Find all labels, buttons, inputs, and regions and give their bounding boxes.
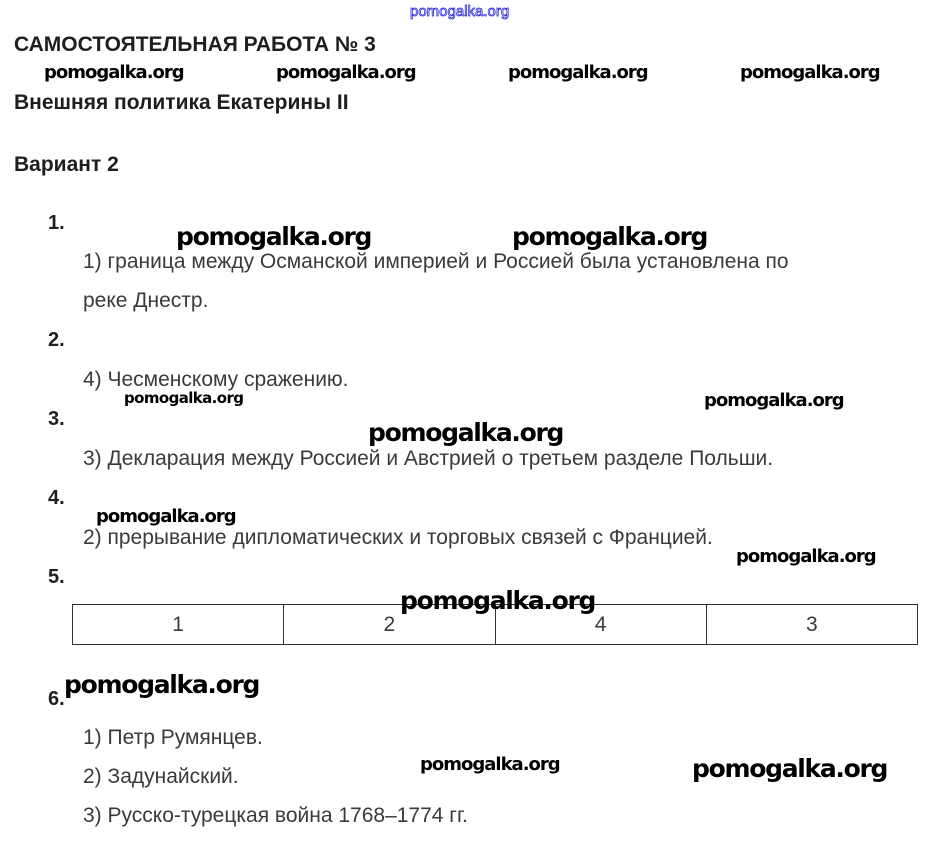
watermark: pomogalka.org xyxy=(740,62,881,83)
answer-line: 1) Петр Румянцев. xyxy=(83,726,263,749)
watermark: pomogalka.org xyxy=(512,222,708,251)
answer-table: 1 2 4 3 xyxy=(71,604,919,645)
answer-line: 4) Чесменскому сражению. xyxy=(83,368,349,391)
table-cell: 1 xyxy=(71,604,285,645)
question-number: 4. xyxy=(48,487,65,509)
question-number: 1. xyxy=(48,212,65,234)
page-subtitle: Внешняя политика Екатерины II xyxy=(14,91,349,114)
variant-label: Вариант 2 xyxy=(14,153,119,176)
watermark: pomogalka.org xyxy=(176,222,372,251)
answer-line: 3) Декларация между Россией и Австрией о… xyxy=(83,447,774,470)
watermark: pomogalka.org xyxy=(508,62,649,83)
question-number: 3. xyxy=(48,408,65,430)
watermark: pomogalka.org xyxy=(400,586,596,615)
watermark: pomogalka.org xyxy=(276,62,417,83)
watermark: pomogalka.org xyxy=(44,62,185,83)
page-title: САМОСТОЯТЕЛЬНАЯ РАБОТА № 3 xyxy=(14,33,376,56)
question-number: 2. xyxy=(48,329,65,351)
answer-line: 2) прерывание дипломатических и торговых… xyxy=(83,526,713,549)
question-number: 6. xyxy=(48,688,65,710)
watermark: pomogalka.org xyxy=(704,390,845,411)
watermark: pomogalka.org xyxy=(64,670,260,699)
watermark: pomogalka.org xyxy=(420,754,561,775)
answer-line: 1) граница между Османской империей и Ро… xyxy=(83,250,789,273)
answer-line: 3) Русско-турецкая война 1768–1774 гг. xyxy=(83,804,468,827)
table-cell: 3 xyxy=(705,604,919,645)
watermark: pomogalka.org xyxy=(124,389,244,407)
watermark: pomogalka.org xyxy=(410,3,510,20)
table-cell: 4 xyxy=(494,604,707,645)
watermark: pomogalka.org xyxy=(96,506,237,527)
watermark: pomogalka.org xyxy=(736,546,877,567)
answer-line: 2) Задунайский. xyxy=(83,765,239,788)
watermark: pomogalka.org xyxy=(368,418,564,447)
watermark: pomogalka.org xyxy=(692,754,888,783)
answer-line: реке Днестр. xyxy=(83,289,209,312)
question-number: 5. xyxy=(48,566,65,588)
